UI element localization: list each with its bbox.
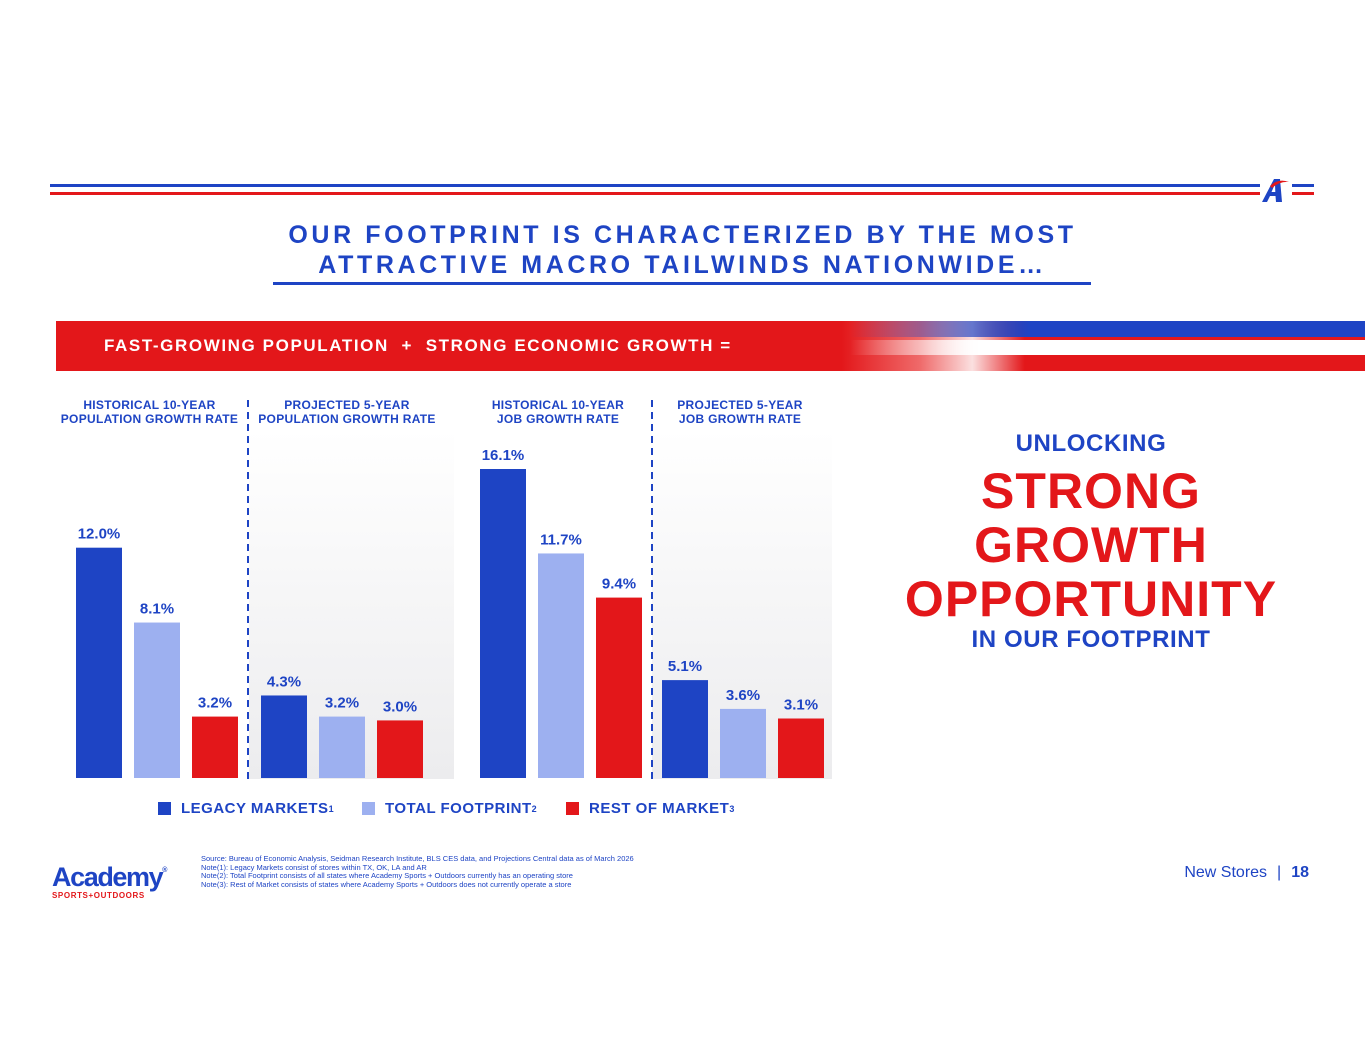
callout-unlocking: UNLOCKING xyxy=(1015,430,1167,457)
bar-2-legacy xyxy=(261,695,307,778)
bar-3-total xyxy=(538,553,584,778)
page-number: 18 xyxy=(1291,864,1309,881)
bar-label-3-total: 11.7% xyxy=(540,531,582,548)
chart-header-line: PROJECTED 5-YEAR xyxy=(284,398,410,412)
bar-4-legacy xyxy=(662,680,708,778)
legend-swatch-rest xyxy=(566,802,579,815)
callout-strong: STRONG xyxy=(981,463,1201,519)
banner-text: FAST-GROWING POPULATION + STRONG ECONOMI… xyxy=(104,336,732,355)
bar-4-rest xyxy=(778,718,824,778)
title-line-1: OUR FOOTPRINT IS CHARACTERIZED BY THE MO… xyxy=(288,221,1077,249)
chart-header-line: PROJECTED 5-YEAR xyxy=(677,398,803,412)
callout-opportunity: OPPORTUNITY xyxy=(904,571,1278,627)
note-line: Note(1): Legacy Markets consist of store… xyxy=(201,862,427,872)
footer-section: New Stores xyxy=(1184,864,1268,881)
top-rule-red xyxy=(50,192,1260,195)
callout-growth: GROWTH xyxy=(974,517,1208,573)
bar-label-4-rest: 3.1% xyxy=(784,697,818,714)
bar-label-1-total: 8.1% xyxy=(140,601,174,618)
bar-label-3-rest: 9.4% xyxy=(602,576,636,593)
legend-note: 2 xyxy=(531,803,538,814)
logo-registered: ® xyxy=(162,867,168,874)
chart-header-line: HISTORICAL 10-YEAR xyxy=(83,398,216,412)
callout-footprint: IN OUR FOOTPRINT xyxy=(971,626,1211,653)
bar-label-1-legacy: 12.0% xyxy=(78,526,121,543)
logo-subtitle: SPORTS+OUTDOORS xyxy=(52,891,145,900)
source-line: Source: Bureau of Economic Analysis, Sei… xyxy=(201,854,634,863)
chart-header-line: JOB GROWTH RATE xyxy=(496,412,620,426)
logo-word: Academy xyxy=(52,862,164,892)
legend-item-rest: REST OF MARKET 3 xyxy=(566,800,735,817)
bar-2-total xyxy=(319,716,365,778)
bar-label-4-legacy: 5.1% xyxy=(668,658,702,675)
title-underline xyxy=(273,282,1091,285)
logo-wordmark: Academy® xyxy=(52,858,172,892)
top-rule-red-end xyxy=(1292,192,1314,195)
page-title: OUR FOOTPRINT IS CHARACTERIZED BY THE MO… xyxy=(230,220,1135,280)
top-rule-blue xyxy=(50,184,1260,187)
title-line-2: ATTRACTIVE MACRO TAILWINDS NATIONWIDE… xyxy=(318,251,1047,279)
bar-label-2-rest: 3.0% xyxy=(383,698,417,715)
chart-header-proj-job: PROJECTED 5-YEAR JOB GROWTH RATE xyxy=(655,398,825,426)
legend-label: LEGACY MARKETS xyxy=(181,800,329,817)
chart-header-line: POPULATION GROWTH RATE xyxy=(258,412,436,426)
bar-label-3-legacy: 16.1% xyxy=(482,447,525,464)
bar-3-rest xyxy=(596,597,642,778)
callout: UNLOCKING STRONG GROWTH OPPORTUNITY IN O… xyxy=(860,430,1322,654)
chart-header-line: HISTORICAL 10-YEAR xyxy=(491,398,625,412)
top-rule-blue-end xyxy=(1292,184,1314,187)
chart-header-line: POPULATION GROWTH RATE xyxy=(60,412,239,426)
bar-label-1-rest: 3.2% xyxy=(198,695,232,712)
banner-stripes xyxy=(850,321,1365,355)
legend-item-legacy: LEGACY MARKETS 1 xyxy=(158,800,334,817)
academy-a-mark-icon xyxy=(1262,179,1289,202)
legend-label: TOTAL FOOTPRINT xyxy=(385,800,532,817)
source-notes: Source: Bureau of Economic Analysis, Sei… xyxy=(201,854,634,889)
bar-2-rest xyxy=(377,720,423,778)
bar-1-legacy xyxy=(76,547,122,778)
legend-item-total: TOTAL FOOTPRINT 2 xyxy=(362,800,537,817)
chart-header-proj-population: PROJECTED 5-YEAR POPULATION GROWTH RATE xyxy=(252,398,442,426)
footer-separator: | xyxy=(1277,864,1282,881)
bars-layer: 12.0% 8.1% 3.2% 4.3% 3.2% 3.0% 16.1% 11.7% 9.4% 5… xyxy=(76,447,824,778)
note-line: Note(3): Rest of Market consists of stat… xyxy=(201,879,572,889)
bar-4-total xyxy=(720,708,766,778)
chart-header-hist-population: HISTORICAL 10-YEAR POPULATION GROWTH RAT… xyxy=(52,398,247,426)
chart-header-hist-job: HISTORICAL 10-YEAR JOB GROWTH RATE xyxy=(468,398,648,426)
bar-label-2-legacy: 4.3% xyxy=(267,673,301,690)
legend-note: 1 xyxy=(328,803,335,814)
note-line: Note(2): Total Footprint consists of all… xyxy=(201,871,573,881)
chart-header-line: JOB GROWTH RATE xyxy=(678,412,802,426)
academy-logo: Academy® SPORTS+OUTDOORS xyxy=(52,858,172,901)
legend-swatch-total xyxy=(362,802,375,815)
bar-1-total xyxy=(134,622,180,778)
page-footer: New Stores | 18 xyxy=(1184,864,1309,882)
bar-3-legacy xyxy=(480,469,526,778)
bar-1-rest xyxy=(192,716,238,778)
bar-label-2-total: 3.2% xyxy=(325,695,359,712)
legend-label: REST OF MARKET xyxy=(589,800,730,817)
legend-swatch-legacy xyxy=(158,802,171,815)
legend-note: 3 xyxy=(729,803,735,814)
bar-label-4-total: 3.6% xyxy=(726,687,760,704)
